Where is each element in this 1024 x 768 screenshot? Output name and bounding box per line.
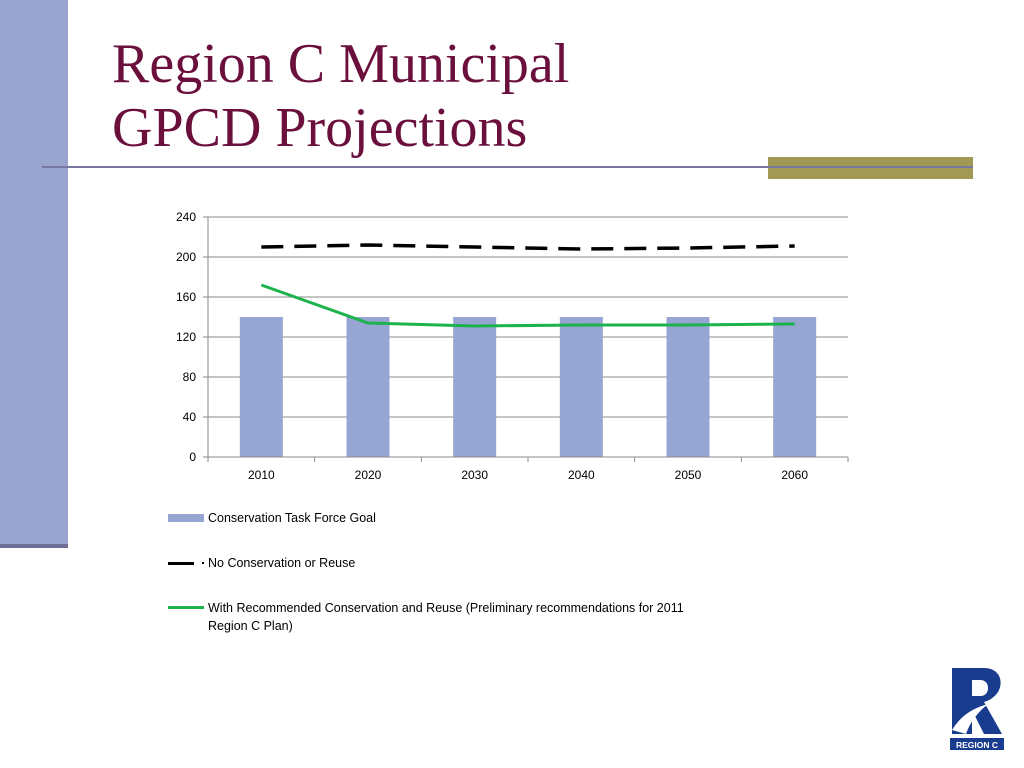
x-tick-label: 2030 xyxy=(461,468,488,482)
y-tick-label: 80 xyxy=(183,370,197,384)
gpcd-chart: 0 40 80 120 160 200 240 2010 2020 2030 2040 2050 206… xyxy=(176,210,849,482)
y-tick-label: 0 xyxy=(189,450,196,464)
bar xyxy=(346,317,390,457)
y-tick-label: 120 xyxy=(176,330,196,344)
y-tick-label: 240 xyxy=(176,210,196,224)
bars xyxy=(239,317,817,457)
region-c-logo-icon: REGION C xyxy=(948,664,1006,752)
y-tick-label: 40 xyxy=(183,410,197,424)
accent-block xyxy=(768,157,973,179)
left-bar-bottom-edge xyxy=(0,544,68,548)
slide-title-line-2: GPCD Projections xyxy=(112,97,528,159)
bar xyxy=(453,317,497,457)
logo-caption-band xyxy=(950,738,1004,750)
tick-labels: 0 40 80 120 160 200 240 2010 2020 2030 2040 2050 206… xyxy=(176,210,808,482)
x-tick-label: 2050 xyxy=(675,468,702,482)
bar xyxy=(773,317,817,457)
title-underline xyxy=(42,166,972,168)
legend-label: With Recommended Conservation and Reuse … xyxy=(208,601,684,633)
logo-swoosh xyxy=(952,704,988,734)
legend-label: Conservation Task Force Goal xyxy=(208,511,376,525)
left-decorative-bar xyxy=(0,0,68,546)
x-tick-label: 2010 xyxy=(248,468,275,482)
legend-marker-dot xyxy=(202,562,204,564)
logo-caption: REGION C xyxy=(956,740,998,750)
grid-lines xyxy=(208,216,848,418)
legend-swatch-green-line xyxy=(168,606,204,609)
series-line-no-conservation xyxy=(261,243,795,251)
legend-label: No Conservation or Reuse xyxy=(208,556,356,570)
slide-title-line-1: Region C Municipal xyxy=(112,33,570,95)
accent-line xyxy=(768,166,973,168)
x-tick-label: 2040 xyxy=(568,468,595,482)
series-line-recommended-conservation xyxy=(260,283,795,328)
x-tick-label: 2020 xyxy=(355,468,382,482)
y-tick-label: 160 xyxy=(176,290,196,304)
bar xyxy=(239,317,283,457)
series-lines xyxy=(260,243,795,328)
slide-title: Region C Municipal GPCD Projections xyxy=(112,32,569,160)
bar xyxy=(666,317,710,457)
legend-swatch-dashed-line xyxy=(168,562,194,565)
bar xyxy=(559,317,603,457)
legend-swatch-bar xyxy=(168,514,204,522)
axes xyxy=(203,216,849,462)
x-tick-label: 2060 xyxy=(781,468,808,482)
y-tick-label: 200 xyxy=(176,250,196,264)
